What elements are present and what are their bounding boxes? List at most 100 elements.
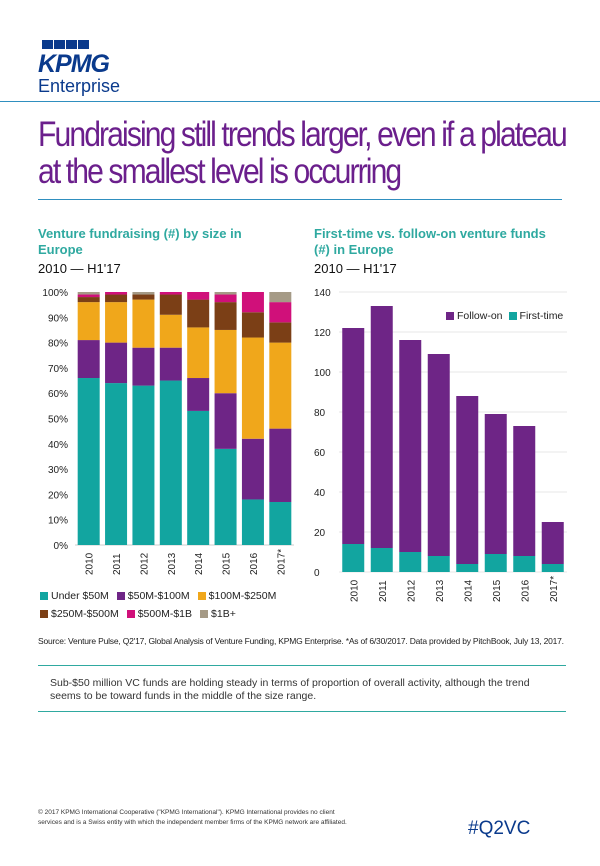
bar-segment-follow-on [513, 426, 536, 556]
legend-item-500m-1b: $500M-$1B [126, 608, 193, 620]
x-tick-label: 2015 [222, 552, 233, 575]
bar-segment [269, 322, 292, 343]
legend-swatch-icon [197, 592, 206, 600]
page-headline: Fundraising still trends larger, even if… [38, 116, 568, 191]
x-tick-label: 2011 [112, 553, 123, 575]
footer-line-1: © 2017 KPMG International Cooperative ("… [38, 809, 335, 816]
y-tick-label: 140 [314, 288, 331, 299]
bar-segment-first-time [541, 564, 564, 572]
x-tick-label: 2012 [139, 552, 150, 575]
y-tick-label: 10% [48, 516, 68, 527]
bar-segment [105, 292, 128, 295]
copyright-footer: © 2017 KPMG International Cooperative ("… [38, 808, 388, 828]
legend-item-50m-100m: $50M-$100M [116, 590, 190, 602]
bar-segment-follow-on [399, 340, 422, 552]
y-tick-label: 60 [314, 448, 326, 459]
legend-swatch-icon [40, 610, 48, 618]
legend-item-first-time: First-time [508, 310, 563, 322]
bar-segment-first-time [513, 556, 536, 572]
y-tick-label: 90% [48, 313, 68, 324]
footer-line-2: services and is a Swiss entity with whic… [38, 819, 347, 826]
headline-line-2: at the smallest level is occurring [38, 152, 402, 191]
legend-label: $100M-$250M [208, 590, 277, 602]
x-tick-label: 2011 [378, 580, 389, 602]
header-divider [0, 101, 600, 102]
y-tick-label: 20 [314, 528, 326, 539]
x-tick-label: 2013 [435, 579, 446, 602]
legend-swatch-icon [200, 610, 209, 618]
x-tick-label: 2012 [406, 579, 417, 602]
legend-item-follow-on: Follow-on [446, 310, 503, 322]
bar-segment-first-time [456, 564, 479, 572]
left-chart-title-line-1: Venture fundraising (#) by size in [38, 226, 242, 241]
legend-swatch-icon [40, 592, 48, 600]
bar-segment [269, 292, 292, 303]
bar-segment-follow-on [370, 306, 393, 548]
y-tick-label: 40% [48, 440, 68, 451]
bar-segment [187, 292, 210, 300]
x-tick-label: 2017* [276, 549, 287, 575]
bar-segment [77, 294, 100, 298]
kpmg-logo: KPMG Enterprise [38, 40, 120, 97]
note-bottom-line [38, 711, 566, 712]
x-tick-label: 2017* [549, 576, 560, 602]
hashtag: #Q2VC [468, 818, 531, 839]
bar-segment [214, 393, 237, 449]
bar-segment [269, 428, 292, 502]
legend-label: Under $50M [51, 590, 109, 602]
bar-segment [159, 347, 182, 381]
y-tick-label: 80% [48, 339, 68, 350]
bar-segment [187, 327, 210, 379]
legend-swatch-icon [126, 610, 135, 618]
y-tick-label: 100 [314, 368, 331, 379]
y-tick-label: 100% [42, 288, 68, 299]
bar-segment [105, 383, 128, 545]
legend-label: $50M-$100M [127, 590, 190, 602]
logo-boxes-icon [42, 40, 120, 49]
legend-item-250m-500m: $250M-$500M [40, 608, 119, 620]
legend-item-1b-plus: $1B+ [200, 608, 236, 620]
bar-segment-first-time [427, 556, 450, 572]
bar-segment [159, 294, 182, 315]
left-chart-title: Venture fundraising (#) by size in Europ… [38, 226, 242, 258]
bar-segment [159, 380, 182, 545]
bar-segment [159, 292, 182, 295]
bar-segment [132, 294, 155, 300]
bar-segment [269, 342, 292, 429]
bar-segment [187, 378, 210, 411]
bar-segment [77, 378, 100, 545]
bar-segment [241, 337, 264, 439]
bar-segment [187, 299, 210, 328]
bar-segment [77, 302, 100, 341]
bar-segment-follow-on [427, 354, 450, 556]
bar-segment [105, 342, 128, 384]
bar-segment [132, 347, 155, 386]
bar-segment [269, 302, 292, 323]
left-chart-period: 2010 — H1'17 [38, 261, 121, 276]
legend-item-under-50m: Under $50M [40, 590, 109, 602]
y-tick-label: 20% [48, 490, 68, 501]
bar-segment [241, 312, 264, 338]
y-tick-label: 50% [48, 415, 68, 426]
bar-segment-first-time [484, 554, 507, 572]
bar-segment [105, 302, 128, 343]
bar-segment [214, 294, 237, 303]
y-tick-label: 120 [314, 328, 331, 339]
bar-segment [132, 292, 155, 295]
legend-label: $500M-$1B [137, 608, 193, 620]
x-tick-label: 2010 [349, 579, 360, 602]
insight-note: Sub-$50 million VC funds are holding ste… [50, 677, 530, 702]
y-tick-label: 0% [54, 541, 69, 552]
bar-segment [159, 314, 182, 348]
x-tick-label: 2014 [194, 552, 205, 575]
bar-segment [105, 294, 128, 303]
legend-item-100m-250m: $100M-$250M [197, 590, 277, 602]
bar-segment [77, 292, 100, 295]
bar-segment-follow-on [342, 328, 365, 544]
bar-segment [214, 329, 237, 394]
bar-segment-first-time [399, 552, 422, 572]
left-chart-legend: Under $50M $50M-$100M $100M-$250M $250M-… [40, 590, 276, 626]
right-chart-period: 2010 — H1'17 [314, 261, 397, 276]
x-tick-label: 2013 [167, 552, 178, 575]
